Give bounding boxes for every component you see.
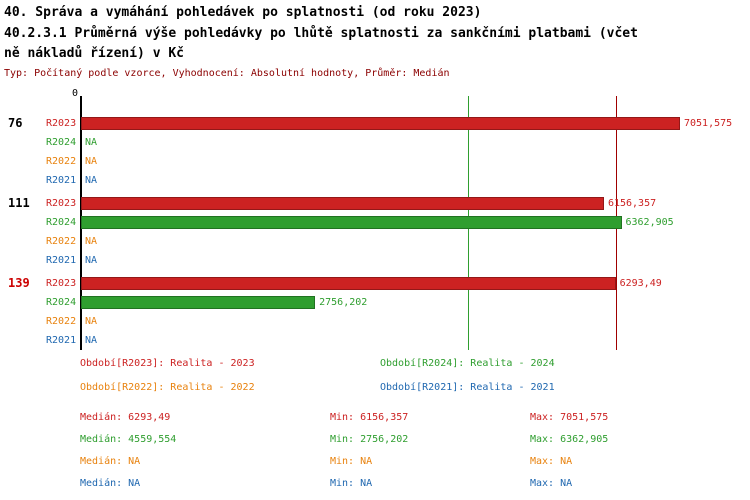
chart-row: R2024 NA	[0, 133, 750, 152]
stat-max-r2021: Max: NA	[530, 478, 573, 489]
legend-item-r2024: Období[R2024]: Realita - 2024	[380, 358, 555, 369]
axis-zero-label: 0	[72, 88, 79, 99]
stat-median-r2023: Medián: 6293,49	[80, 412, 171, 423]
series-label: R2024	[46, 297, 77, 308]
chart-group: 139 R2023 6293,49 R2024 2756,202 R2022 NA R2021…	[0, 274, 750, 350]
chart-row: R2021 NA	[0, 331, 750, 350]
stat-median-r2021: Medián: NA	[80, 478, 141, 489]
series-label: R2023	[46, 278, 77, 289]
stat-max-r2024: Max: 6362,905	[530, 434, 609, 445]
chart-row: R2024 2756,202	[0, 293, 750, 312]
legend-item-r2022: Období[R2022]: Realita - 2022	[80, 382, 255, 393]
chart-group: 111 R2023 6156,357 R2024 6362,905 R2022 NA R202…	[0, 194, 750, 270]
stat-median-r2022: Medián: NA	[80, 456, 141, 467]
bar	[81, 117, 680, 130]
series-label: R2022	[46, 156, 77, 167]
bar-chart: 0 76 R2023 7051,575 R2024 NA R2022 NA R2021 NA 11…	[0, 88, 750, 356]
na-label: NA	[85, 236, 98, 247]
na-label: NA	[85, 137, 98, 148]
series-label: R2021	[46, 175, 77, 186]
na-label: NA	[85, 156, 98, 167]
bar	[81, 197, 604, 210]
bar-value-label: 6362,905	[625, 217, 674, 228]
bar-value-label: 2756,202	[319, 297, 368, 308]
stat-min-r2021: Min: NA	[330, 478, 373, 489]
chart-row: R2024 6362,905	[0, 213, 750, 232]
bar-value-label: 7051,575	[684, 118, 733, 129]
bar-value-label: 6293,49	[619, 278, 662, 289]
group-label: 76	[8, 116, 23, 130]
na-label: NA	[85, 175, 98, 186]
chart-title-line1: 40.2.3.1 Průměrná výše pohledávky po lhů…	[4, 26, 638, 41]
stat-min-r2022: Min: NA	[330, 456, 373, 467]
stat-max-r2023: Max: 7051,575	[530, 412, 609, 423]
chart-title-line2: ně nákladů řízení) v Kč	[4, 46, 185, 61]
series-label: R2023	[46, 118, 77, 129]
chart-row: R2021 NA	[0, 171, 750, 190]
chart-group: 76 R2023 7051,575 R2024 NA R2022 NA R2021 NA	[0, 114, 750, 190]
chart-groups: 76 R2023 7051,575 R2024 NA R2022 NA R2021 NA 111 R…	[0, 114, 750, 354]
na-label: NA	[85, 316, 98, 327]
series-label: R2024	[46, 217, 77, 228]
series-label: R2024	[46, 137, 77, 148]
stat-max-r2022: Max: NA	[530, 456, 573, 467]
chart-row: R2022 NA	[0, 152, 750, 171]
stat-median-r2024: Medián: 4559,554	[80, 434, 177, 445]
stat-min-r2024: Min: 2756,202	[330, 434, 409, 445]
group-label: 111	[8, 196, 30, 210]
na-label: NA	[85, 255, 98, 266]
chart-row: 76 R2023 7051,575	[0, 114, 750, 133]
group-label: 139	[8, 276, 30, 290]
chart-row: 111 R2023 6156,357	[0, 194, 750, 213]
chart-subtitle: Typ: Počítaný podle vzorce, Vyhodnocení:…	[4, 68, 450, 79]
legend-item-r2021: Období[R2021]: Realita - 2021	[380, 382, 555, 393]
series-label: R2022	[46, 236, 77, 247]
series-label: R2023	[46, 198, 77, 209]
bar	[81, 296, 316, 309]
na-label: NA	[85, 335, 98, 346]
bar-value-label: 6156,357	[607, 198, 657, 209]
chart-row: R2021 NA	[0, 251, 750, 270]
chart-row: R2022 NA	[0, 232, 750, 251]
page-title: 40. Správa a vymáhání pohledávek po spla…	[4, 5, 482, 20]
bar	[81, 216, 622, 229]
legend-item-r2023: Období[R2023]: Realita - 2023	[80, 358, 255, 369]
series-label: R2021	[46, 335, 77, 346]
chart-row: R2022 NA	[0, 312, 750, 331]
chart-row: 139 R2023 6293,49	[0, 274, 750, 293]
stat-min-r2023: Min: 6156,357	[330, 412, 409, 423]
legend: Období[R2023]: Realita - 2023 Období[R20…	[80, 358, 680, 393]
bar	[81, 277, 616, 290]
series-label: R2021	[46, 255, 77, 266]
stats: Medián: 6293,49 Min: 6156,357 Max: 7051,…	[80, 412, 750, 500]
series-label: R2022	[46, 316, 77, 327]
